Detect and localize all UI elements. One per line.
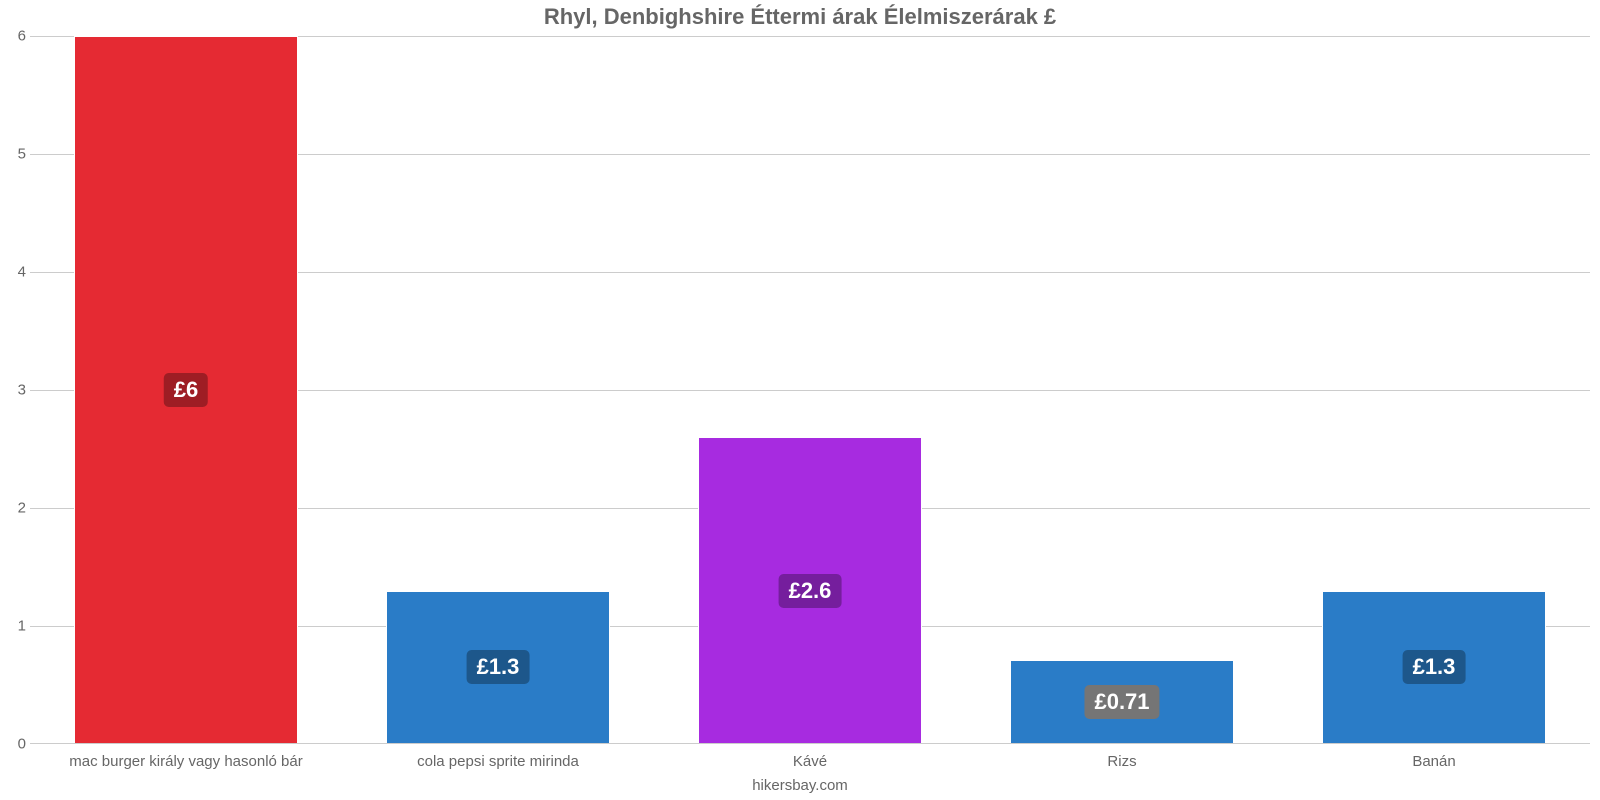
x-axis-label: Banán [1278,753,1590,770]
price-bar-chart: Rhyl, Denbighshire Éttermi árak Élelmisz… [0,0,1600,800]
bar-value-label: £2.6 [779,574,842,608]
bar-value-label: £1.3 [1403,650,1466,684]
y-tick-label: 6 [6,28,26,45]
footer-credit: hikersbay.com [0,777,1600,794]
bar-slot: £1.3 [342,36,654,744]
y-tick-label: 4 [6,264,26,281]
x-axis-label: mac burger király vagy hasonló bár [30,753,342,770]
baseline [30,743,1590,744]
y-tick-label: 0 [6,736,26,753]
bar-value-label: £1.3 [467,650,530,684]
y-tick-label: 5 [6,146,26,163]
bar-slot: £6 [30,36,342,744]
x-axis-label: cola pepsi sprite mirinda [342,753,654,770]
bar-value-label: £6 [164,373,208,407]
chart-title: Rhyl, Denbighshire Éttermi árak Élelmisz… [0,0,1600,30]
plot-area: £6£1.3£2.6£0.71£1.3 0123456 [30,36,1590,744]
bars-container: £6 £1.3 £2.6 £0.71 £1.3 [30,36,1590,744]
bar-slot: £1.3 [1278,36,1590,744]
y-tick-label: 2 [6,500,26,517]
x-axis-label: Rizs [966,753,1278,770]
bar-slot: £0.71 [966,36,1278,744]
y-tick-label: 1 [6,618,26,635]
y-tick-label: 3 [6,382,26,399]
bar-slot: £2.6 [654,36,966,744]
x-axis-label: Kávé [654,753,966,770]
x-axis-labels: mac burger király vagy hasonló bárcola p… [30,753,1590,770]
bar-value-label: £0.71 [1084,685,1159,719]
